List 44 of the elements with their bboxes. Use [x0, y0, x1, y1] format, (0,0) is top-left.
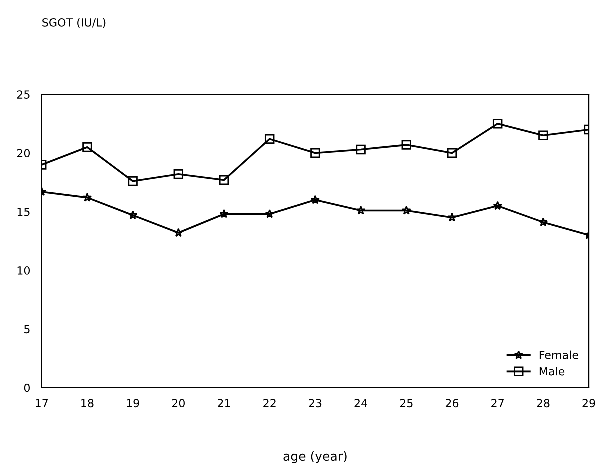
x-tick-label: 18 — [82, 399, 94, 408]
y-tick-label: 0 — [24, 384, 30, 392]
text: SGOT (IU/L) — [42, 18, 106, 28]
x-tick-label: 27 — [492, 399, 504, 408]
point — [356, 206, 366, 215]
point — [448, 212, 457, 222]
point — [128, 210, 138, 220]
legend-label: Female — [540, 350, 578, 360]
point — [492, 119, 503, 129]
x-tick-label: 24 — [354, 399, 368, 408]
point — [493, 201, 502, 210]
x-tick-label: 20 — [172, 399, 185, 408]
point — [402, 206, 412, 215]
y-tick-label: 15 — [18, 208, 30, 216]
x-tick-label: 23 — [309, 399, 322, 408]
y-tick-label: 25 — [17, 90, 30, 99]
point — [538, 130, 548, 141]
point — [82, 142, 92, 152]
x-tick-label: 19 — [127, 399, 140, 408]
y-tick-label: 5 — [24, 325, 30, 334]
x-axis-title: age (year) — [284, 451, 347, 464]
point — [447, 148, 458, 158]
point — [402, 140, 412, 150]
point — [264, 134, 275, 144]
x-tick-label: 29 — [582, 399, 596, 408]
point — [538, 218, 548, 227]
point — [128, 176, 138, 186]
point — [220, 209, 229, 218]
y-tick-label: 10 — [18, 266, 30, 275]
x-tick-label: 25 — [400, 399, 413, 408]
x-tick-label: 28 — [537, 399, 550, 408]
point — [219, 175, 230, 186]
x-tick-label: 22 — [264, 399, 276, 408]
y-tick-label: 20 — [17, 149, 30, 158]
legend-label: Male — [540, 367, 565, 376]
point — [356, 144, 366, 155]
point — [265, 209, 275, 218]
point — [310, 195, 320, 204]
x-tick-label: 26 — [446, 399, 459, 408]
point — [174, 170, 184, 180]
x-tick-label: 17 — [36, 399, 48, 408]
x-tick-label: 21 — [218, 399, 230, 408]
point — [310, 148, 320, 158]
point — [82, 192, 92, 202]
